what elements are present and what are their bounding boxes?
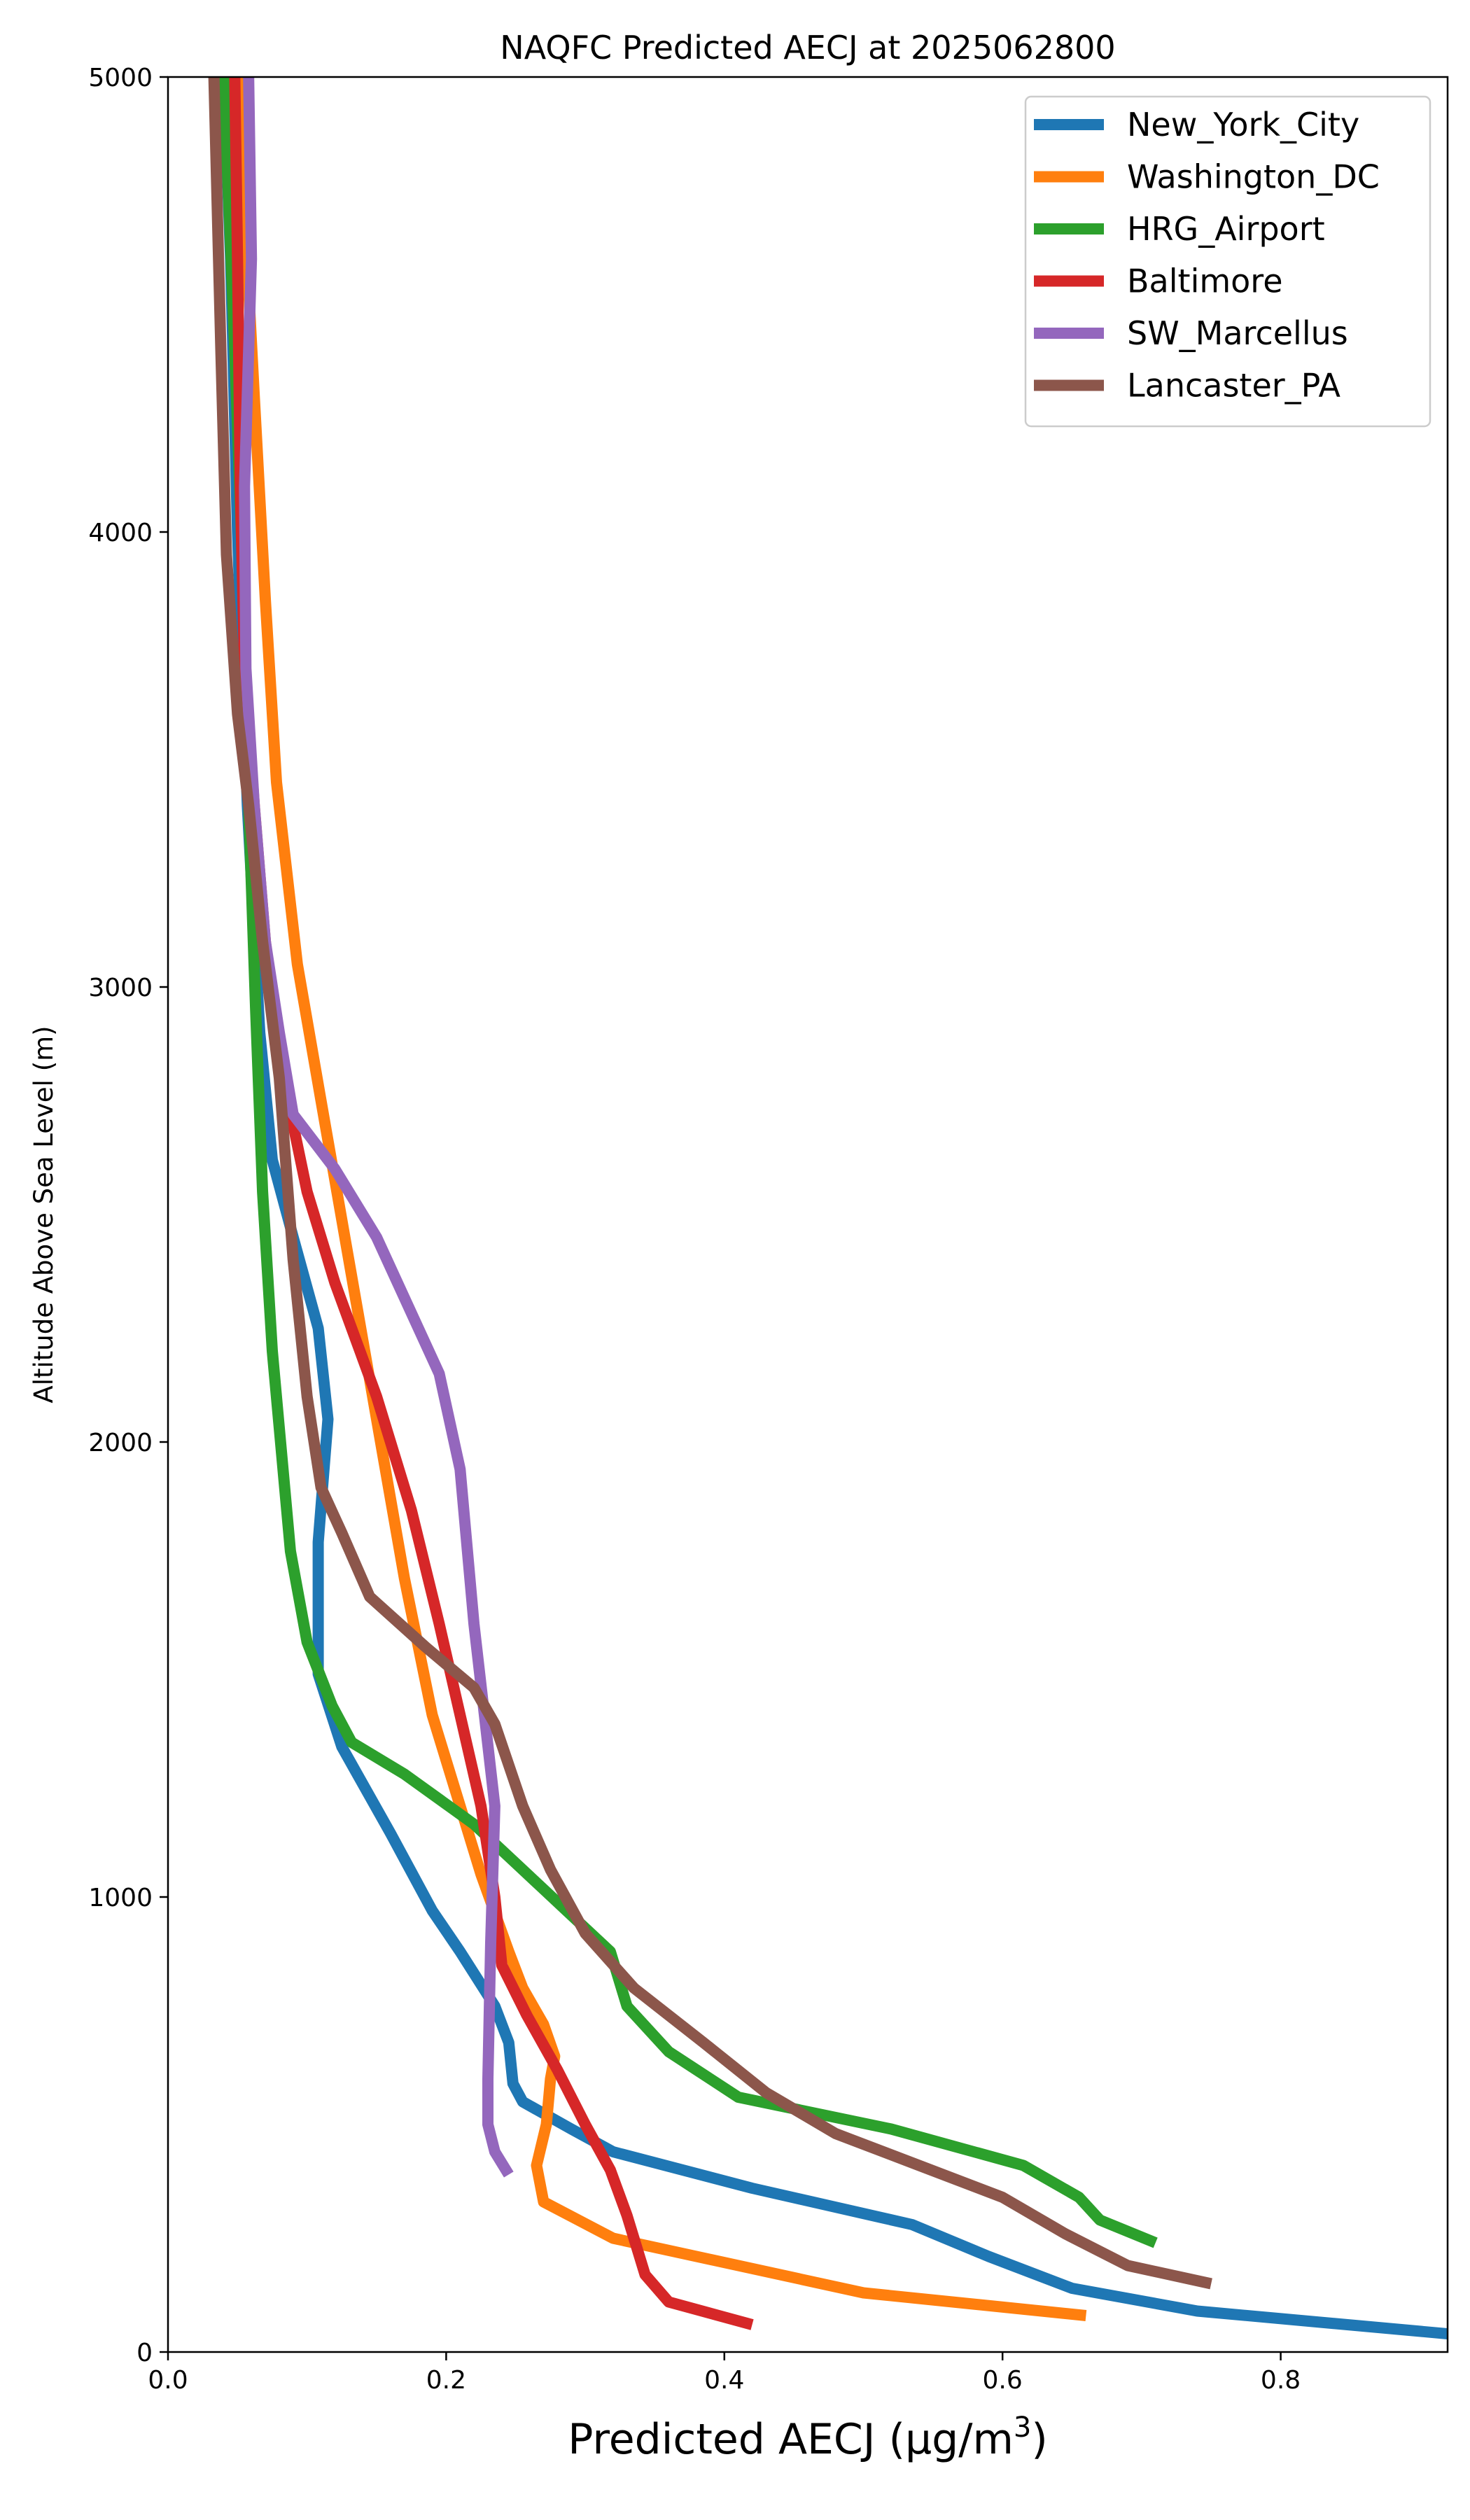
y-tick-label: 3000 [88,974,153,1002]
legend: New_York_City Washington_DC HRG_Airport Bal… [1024,95,1432,428]
y-tick-label: 2000 [88,1429,153,1457]
x-axis: 0.0 0.2 0.4 0.6 0.8 [148,2352,1301,2395]
x-axis-label-superscript: 3 [1014,2412,1031,2444]
legend-label: HRG_Airport [1127,210,1325,248]
legend-label: Baltimore [1127,262,1283,300]
y-tick-label: 1000 [88,1884,153,1912]
series-line-hrg-airport [218,77,1158,2248]
x-tick-label: 0.6 [983,2366,1023,2395]
x-tick-label: 0.8 [1261,2366,1301,2395]
x-tick-label: 0.2 [426,2366,466,2395]
x-axis-label-end: ) [1031,2415,1047,2464]
legend-label: Washington_DC [1127,158,1380,196]
y-tick-label: 5000 [88,64,153,92]
legend-label: Lancaster_PA [1127,367,1340,405]
legend-box [1024,95,1432,428]
y-tick-label: 4000 [88,519,153,547]
y-axis-label: Altitude Above Sea Level (m) [29,1026,59,1403]
y-axis: 0 1000 2000 3000 4000 5000 [88,64,168,2367]
chart-title: NAQFC Predicted AECJ at 2025062800 [500,29,1115,66]
x-tick-label: 0.4 [704,2366,744,2395]
series-line-sw-marcellus [239,77,514,2178]
series-line-lancaster-pa [208,77,1212,2290]
plot-frame [167,76,1449,2353]
plot-series [208,77,1448,2339]
series-line-washington-dc [232,77,1087,2321]
y-tick-label: 0 [136,2339,153,2367]
legend-label: SW_Marcellus [1127,314,1348,352]
x-axis-label-main: Predicted AECJ (μg/m [568,2415,1014,2464]
x-axis-label: Predicted AECJ (μg/m3) [568,2412,1048,2464]
x-tick-label: 0.0 [148,2366,188,2395]
series-line-new-york-city [218,77,1448,2339]
legend-label: New_York_City [1127,106,1359,144]
